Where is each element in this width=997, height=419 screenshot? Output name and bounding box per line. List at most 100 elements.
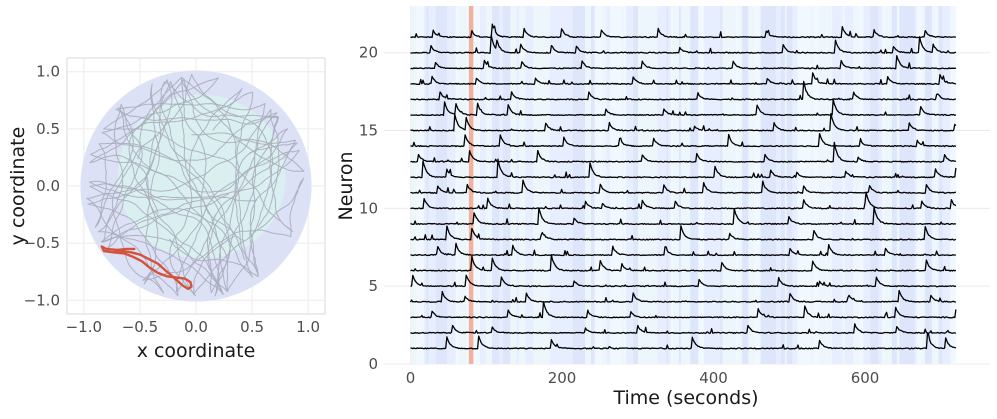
background-band xyxy=(811,6,814,364)
traces-y-axis-label: Neuron xyxy=(335,151,357,220)
background-band xyxy=(950,6,957,364)
background-band xyxy=(882,6,885,364)
background-band xyxy=(610,6,616,364)
background-band xyxy=(921,6,926,364)
background-band xyxy=(884,6,893,364)
neuron-trace-4 xyxy=(409,289,957,303)
traces-y-tick-label: 0 xyxy=(368,355,378,373)
background-band xyxy=(416,6,425,364)
background-band xyxy=(678,6,682,364)
neuron-trace-2 xyxy=(410,323,957,335)
neuron-trace-17 xyxy=(410,80,957,101)
trajectory-panel: −1.0 −0.5 0.0 0.5 1.0 −1.0 −0.5 0.0 0.5 1.0 x co… xyxy=(7,57,326,362)
background-band xyxy=(698,6,705,364)
neuron-trace-12 xyxy=(410,158,957,179)
background-band xyxy=(447,6,456,364)
background-band xyxy=(585,6,592,364)
background-band xyxy=(443,6,448,364)
trajectory-paths xyxy=(86,73,305,297)
background-band xyxy=(672,6,680,364)
trajectory-path xyxy=(115,102,289,294)
background-band xyxy=(572,6,581,364)
background-band xyxy=(670,6,674,364)
neuron-trace-14 xyxy=(410,133,957,148)
background-band xyxy=(561,6,568,364)
highlight-trajectory-segment xyxy=(100,245,193,291)
traces-x-ticks: 0 200 400 600 xyxy=(406,369,880,387)
background-band xyxy=(492,6,500,364)
background-band xyxy=(455,6,459,364)
background-band xyxy=(834,6,843,364)
neuron-trace-18 xyxy=(410,72,957,85)
background-band xyxy=(428,6,436,364)
trajectory-x-tick-label: 1.0 xyxy=(296,318,320,336)
background-band xyxy=(606,6,611,364)
trajectory-path xyxy=(87,76,280,297)
traces-y-tick-label: 10 xyxy=(359,199,378,217)
background-band xyxy=(690,6,699,364)
trajectory-path xyxy=(101,77,296,296)
background-band xyxy=(776,6,782,364)
background-band xyxy=(720,6,723,364)
neuron-trace-1 xyxy=(410,332,957,350)
background-band xyxy=(742,6,749,364)
neuron-trace-5 xyxy=(410,274,957,288)
background-band xyxy=(797,6,805,364)
background-band xyxy=(688,6,691,364)
trajectory-y-tick-label: 0.5 xyxy=(36,120,60,138)
trajectory-y-tick-label: −1.0 xyxy=(24,291,60,309)
background-band xyxy=(825,6,828,364)
trajectory-path xyxy=(94,103,300,261)
background-band xyxy=(738,6,743,364)
trajectory-y-tick-label: 0.0 xyxy=(36,177,60,195)
background-band xyxy=(896,6,900,364)
neuron-trace-16 xyxy=(410,98,957,117)
traces-x-axis-label: Time (seconds) xyxy=(612,387,758,409)
background-band xyxy=(591,6,595,364)
background-band xyxy=(648,6,656,364)
background-band xyxy=(642,6,650,364)
background-band xyxy=(832,6,836,364)
trajectory-y-ticks: −1.0 −0.5 0.0 0.5 1.0 xyxy=(24,63,60,310)
background-band xyxy=(668,6,672,364)
background-band xyxy=(474,6,481,364)
neuron-trace-20 xyxy=(410,34,957,54)
background-band xyxy=(931,6,940,364)
background-band xyxy=(458,6,467,364)
background-band xyxy=(545,6,551,364)
background-band xyxy=(423,6,427,364)
background-band xyxy=(907,6,915,364)
neuron-trace-6 xyxy=(410,254,957,272)
neuron-trace-19 xyxy=(410,55,957,70)
neuron-trace-7 xyxy=(410,242,956,257)
background-band xyxy=(549,6,554,364)
background-band xyxy=(626,6,634,364)
background-band xyxy=(754,6,761,364)
background-band xyxy=(410,6,414,364)
background-band xyxy=(916,6,923,364)
background-band xyxy=(502,6,511,364)
background-state-bands xyxy=(410,6,957,364)
background-band xyxy=(748,6,755,364)
background-band xyxy=(615,6,621,364)
background-band xyxy=(480,6,487,364)
trajectory-x-tick-label: 0.5 xyxy=(240,318,264,336)
background-band xyxy=(870,6,879,364)
trajectory-x-tick-label: −1.0 xyxy=(66,318,102,336)
background-band xyxy=(499,6,504,364)
trajectory-path xyxy=(86,79,298,295)
traces-x-tick-label: 600 xyxy=(851,369,880,387)
background-band xyxy=(712,6,721,364)
traces-y-tick-label: 5 xyxy=(368,277,378,295)
background-band xyxy=(792,6,798,364)
background-band xyxy=(637,6,643,364)
background-band xyxy=(899,6,908,364)
background-band xyxy=(620,6,623,364)
background-band xyxy=(925,6,933,364)
background-band xyxy=(567,6,574,364)
highlight-time-window xyxy=(468,6,474,364)
background-band xyxy=(818,6,827,364)
background-band xyxy=(426,6,429,364)
background-band xyxy=(602,6,607,364)
background-band xyxy=(891,6,898,364)
